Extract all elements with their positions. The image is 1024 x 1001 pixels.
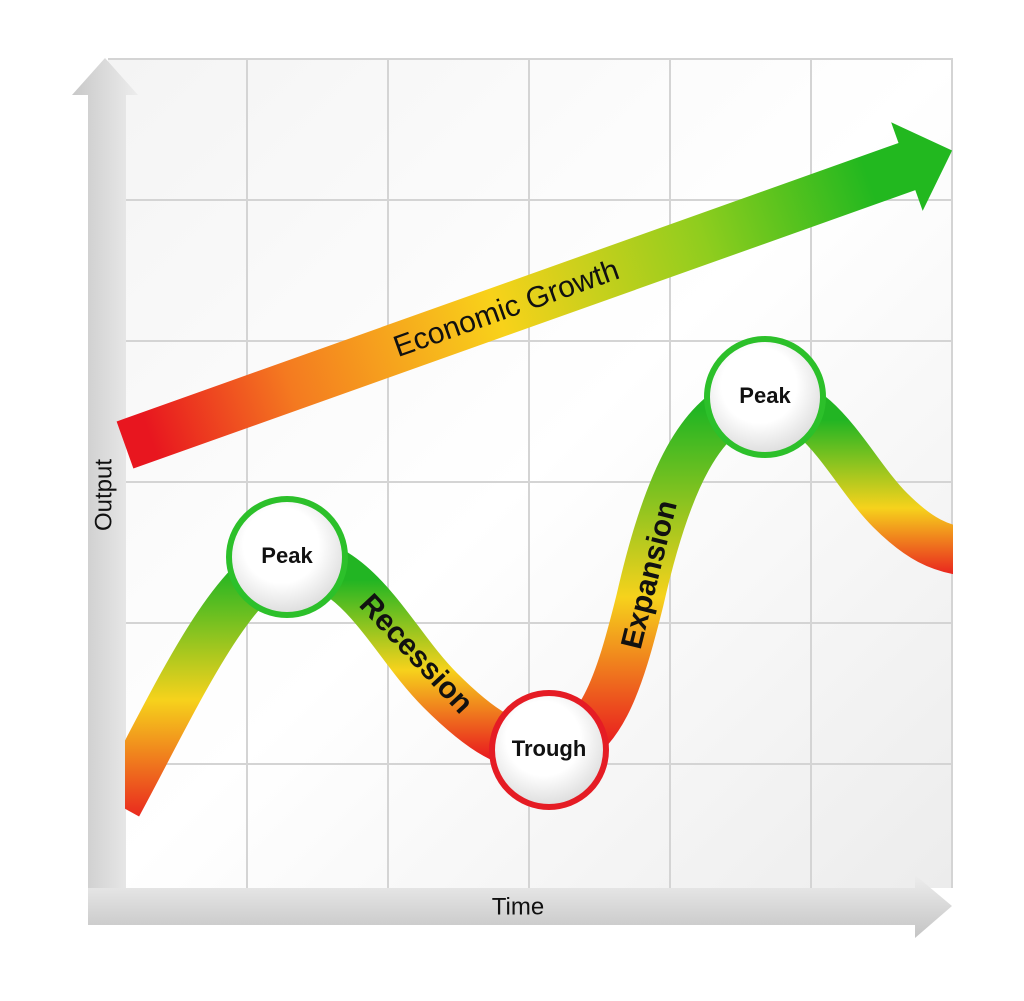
y-axis-label: Output xyxy=(90,459,117,531)
x-axis-label: Time xyxy=(492,893,544,920)
node-circle xyxy=(704,336,826,458)
growth-arrow-shape xyxy=(116,122,953,469)
node-circle xyxy=(489,690,609,810)
node-label: Peak xyxy=(739,383,791,408)
y-axis-arrow xyxy=(72,58,138,888)
node-circle xyxy=(226,496,348,618)
grid xyxy=(108,58,953,888)
x-axis-arrow xyxy=(88,875,952,938)
cycle-node: Peak xyxy=(704,336,826,458)
cycle-node: Peak xyxy=(226,496,348,618)
cycle-node: Trough xyxy=(489,690,609,810)
node-label: Trough xyxy=(512,736,587,761)
node-label: Peak xyxy=(261,543,313,568)
